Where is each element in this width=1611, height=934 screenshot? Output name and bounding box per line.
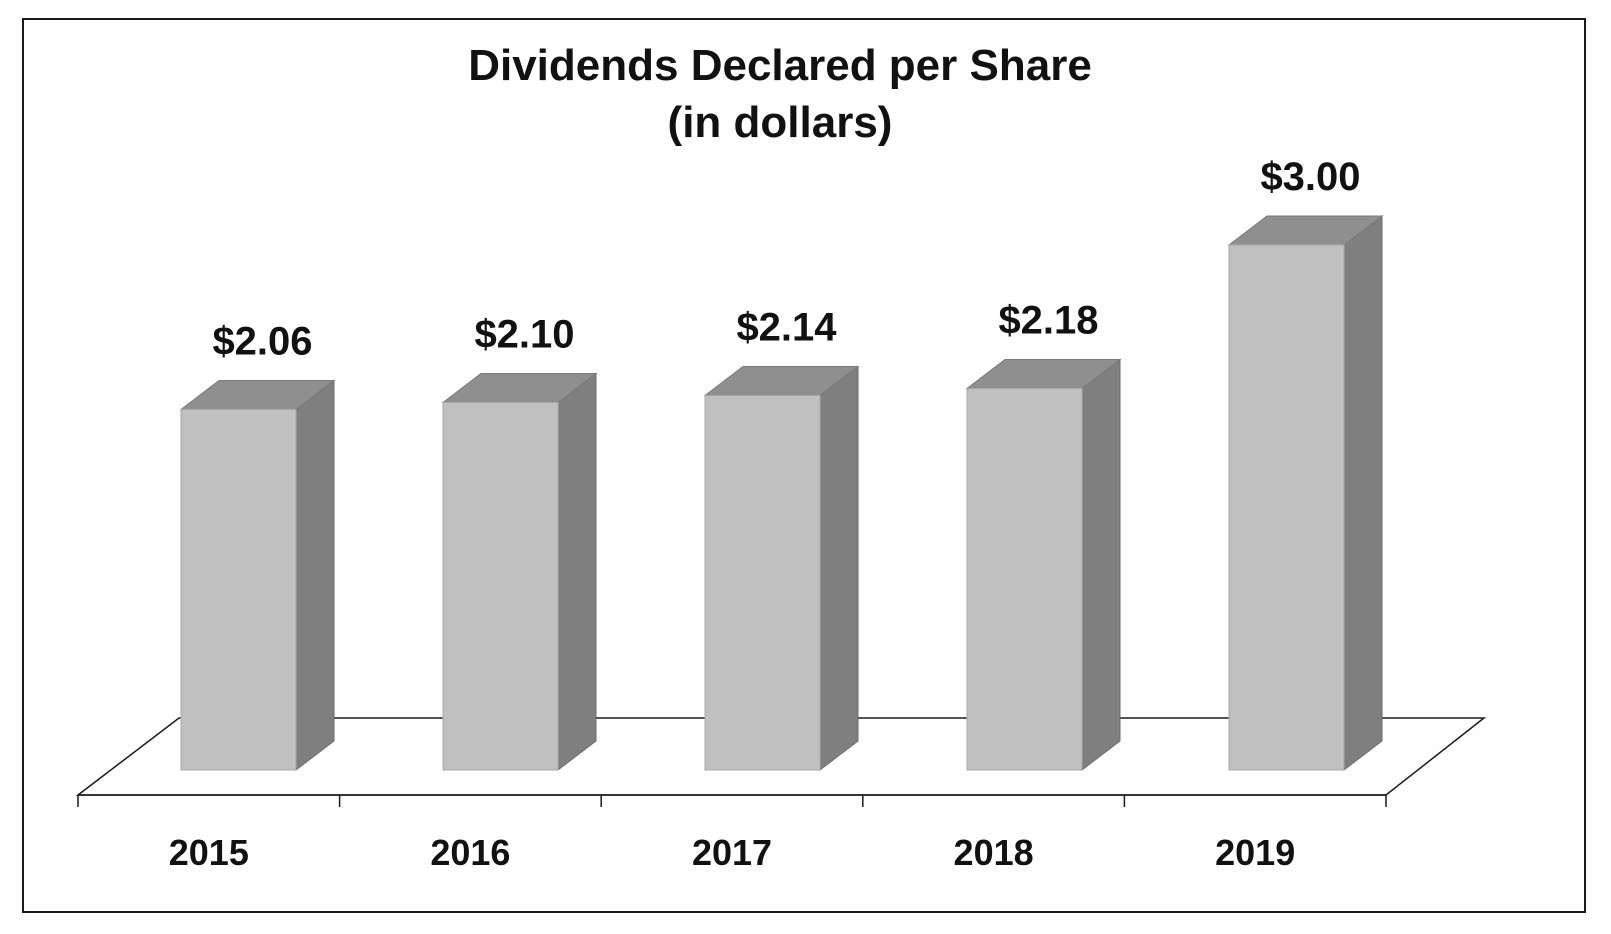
x-tick-label-2017: 2017 [692,832,772,873]
bar-front-face [1228,244,1345,771]
bar-side-face [1081,358,1121,772]
chart-subtitle: (in dollars) [668,98,893,147]
bar-side-face [557,372,597,772]
x-tick-label-2016: 2016 [430,832,510,873]
data-label-2017: $2.14 [736,306,837,350]
bar-side-face [1343,214,1383,772]
data-label-2016: $2.10 [474,313,574,357]
bar-front-face [180,409,297,771]
bar-front-face [704,395,821,771]
bar-side-face [295,379,335,772]
x-tick-label-2018: 2018 [954,832,1034,873]
bar-2018 [965,358,1122,772]
bar-2016 [441,372,598,772]
data-label-2019: $3.00 [1260,155,1360,199]
bar-2017 [703,365,860,772]
data-labels-group: $2.06 $2.10 $2.14 $2.18 $3.00 [212,155,1360,364]
x-tick-label-2015: 2015 [169,832,249,873]
bar-front-face [966,388,1083,771]
chart-title: Dividends Declared per Share [468,41,1092,90]
bar-side-face [819,365,859,772]
bar-2015 [179,379,336,772]
bar-2019 [1227,214,1384,772]
bars-group [179,214,1384,772]
chart-svg: Dividends Declared per Share (in dollars… [75,41,1487,873]
data-label-2018: $2.18 [998,299,1098,343]
bar-front-face [442,402,559,771]
x-axis: 2015 2016 2017 2018 2019 [77,794,1387,873]
x-tick-label-2019: 2019 [1215,832,1295,873]
chart-frame: Dividends Declared per Share (in dollars… [22,18,1586,913]
data-label-2015: $2.06 [212,320,312,364]
